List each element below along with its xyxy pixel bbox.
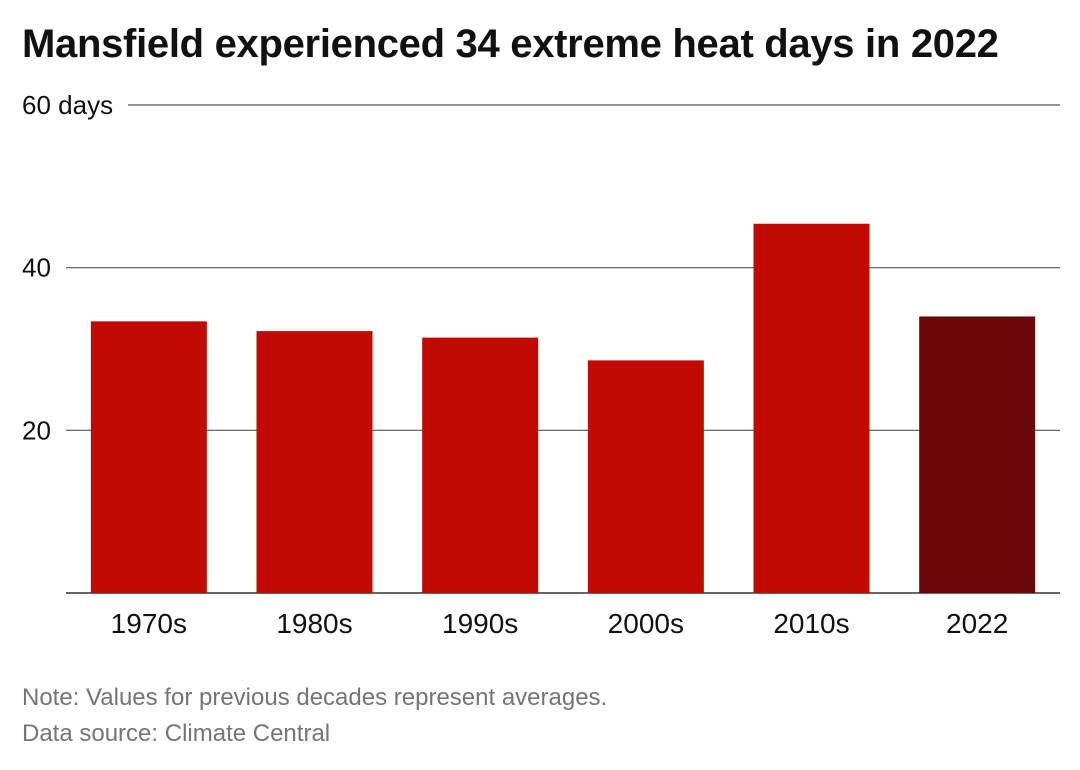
bar-1980s [256, 331, 373, 593]
bar-1970s [90, 321, 207, 593]
gridlines [66, 104, 1060, 594]
x-tick-label-1980s: 1980s [276, 608, 352, 639]
x-tick-label-1990s: 1990s [442, 608, 518, 639]
x-tick-label-2000s: 2000s [608, 608, 684, 639]
y-tick-label-60: 60 days [22, 90, 113, 120]
y-tick-label-40: 40 [22, 253, 51, 283]
bar-2022 [919, 316, 1036, 593]
x-axis-ticks: 1970s 1980s 1990s 2000s 2010s 2022 [111, 608, 1009, 639]
bar-2000s [587, 360, 704, 593]
data-source: Data source: Climate Central [22, 720, 331, 747]
footnote: Note: Values for previous decades repres… [22, 684, 608, 711]
y-tick-label-20: 20 [22, 415, 51, 445]
y-axis-ticks: 20 40 60 days [22, 90, 113, 445]
x-tick-label-1970s: 1970s [111, 608, 187, 639]
x-tick-label-2010s: 2010s [773, 608, 849, 639]
bars [90, 223, 1036, 593]
x-tick-label-2022: 2022 [946, 608, 1008, 639]
chart-footer: Note: Values for previous decades repres… [22, 680, 607, 752]
chart-title: Mansfield experienced 34 extreme heat da… [22, 22, 999, 66]
bar-2010s [753, 223, 870, 593]
bar-chart: 20 40 60 days 1970s 1980s 1990s 2000s 2010s 202… [22, 90, 1060, 639]
bar-1990s [422, 337, 539, 593]
